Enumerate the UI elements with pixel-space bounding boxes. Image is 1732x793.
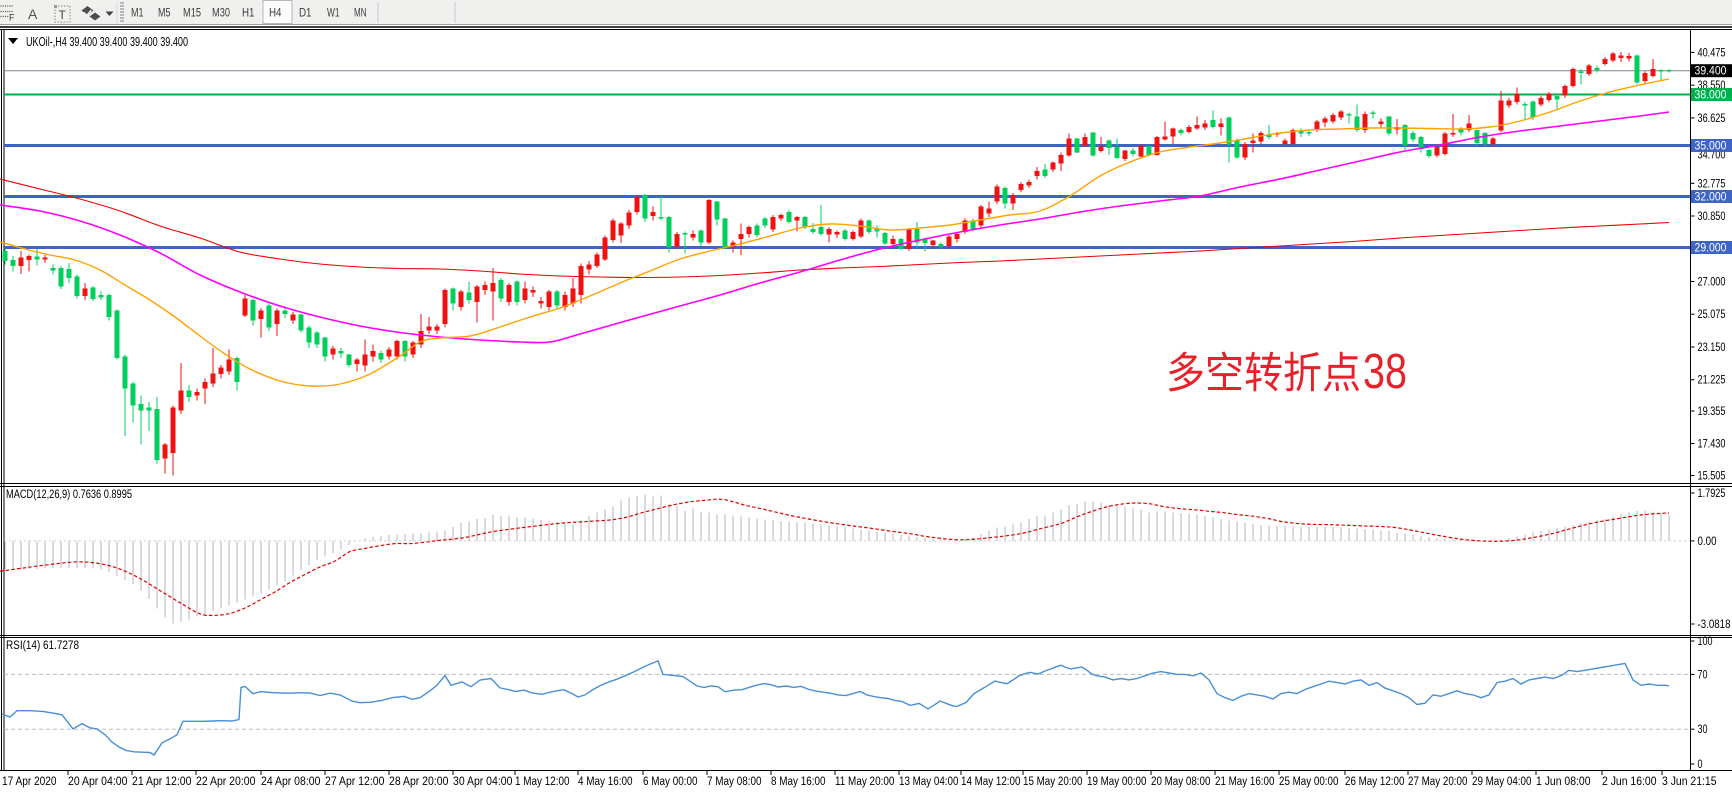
svg-text:27 May 20:00: 27 May 20:00 [1408,776,1467,788]
svg-text:70: 70 [1698,669,1708,681]
svg-text:21.225: 21.225 [1698,375,1726,387]
svg-text:UKOil-,H4 39.400 39.400 39.40: UKOil-,H4 39.400 39.400 39.400 39.400 [26,35,188,49]
svg-text:40.475: 40.475 [1698,47,1726,59]
svg-text:14 May 12:00: 14 May 12:00 [961,776,1020,788]
svg-text:T: T [59,8,67,22]
svg-text:39.400: 39.400 [1695,66,1727,78]
svg-text:30.850: 30.850 [1698,211,1726,223]
svg-text:H1: H1 [242,8,255,20]
svg-text:17.430: 17.430 [1698,439,1726,451]
svg-text:F: F [9,13,15,23]
svg-text:W1: W1 [327,8,340,20]
svg-text:MN: MN [354,8,367,20]
svg-text:H4: H4 [269,8,282,20]
svg-text:21 Apr 12:00: 21 Apr 12:00 [132,776,191,788]
svg-text:38.000: 38.000 [1695,90,1727,102]
svg-text:-3.0818: -3.0818 [1698,619,1731,631]
svg-text:13 May 04:00: 13 May 04:00 [899,776,958,788]
svg-text:1 May 12:00: 1 May 12:00 [515,776,570,788]
svg-text:30: 30 [1698,724,1708,736]
svg-text:20 Apr 04:00: 20 Apr 04:00 [68,776,127,788]
svg-text:15.505: 15.505 [1698,471,1726,483]
svg-text:28 Apr 20:00: 28 Apr 20:00 [389,776,448,788]
svg-text:17 Apr 2020: 17 Apr 2020 [2,776,57,788]
svg-text:M30: M30 [212,8,230,20]
svg-text:7 May 08:00: 7 May 08:00 [707,776,762,788]
svg-text:A: A [28,6,38,22]
svg-text:0: 0 [1698,759,1703,771]
svg-text:6 May 00:00: 6 May 00:00 [643,776,698,788]
svg-text:26 May 12:00: 26 May 12:00 [1345,776,1404,788]
svg-text:29.000: 29.000 [1695,243,1727,255]
svg-text:25.075: 25.075 [1698,309,1726,321]
svg-text:32.775: 32.775 [1698,178,1726,190]
svg-text:36.625: 36.625 [1698,113,1726,125]
svg-text:8 May 16:00: 8 May 16:00 [771,776,826,788]
svg-text:32.000: 32.000 [1695,192,1727,204]
svg-text:35.000: 35.000 [1695,141,1727,153]
svg-text:M1: M1 [131,8,144,20]
svg-text:11 May 20:00: 11 May 20:00 [835,776,894,788]
svg-text:15 May 20:00: 15 May 20:00 [1023,776,1082,788]
svg-text:D1: D1 [299,8,312,20]
svg-text:19 May 00:00: 19 May 00:00 [1087,776,1146,788]
svg-text:30 Apr 04:00: 30 Apr 04:00 [453,776,512,788]
svg-text:RSI(14) 61.7278: RSI(14) 61.7278 [6,640,79,652]
svg-text:3 Jun 21:15: 3 Jun 21:15 [1662,776,1717,788]
svg-text:4 May 16:00: 4 May 16:00 [578,776,633,788]
svg-text:M15: M15 [183,8,201,20]
svg-text:22 Apr 20:00: 22 Apr 20:00 [196,776,255,788]
svg-text:19.355: 19.355 [1698,406,1726,418]
svg-text:2 Jun 16:00: 2 Jun 16:00 [1602,776,1657,788]
svg-text:38: 38 [1363,345,1407,399]
svg-text:1 Jun 08:00: 1 Jun 08:00 [1536,776,1591,788]
svg-text:27 Apr 12:00: 27 Apr 12:00 [325,776,384,788]
svg-text:25 May 00:00: 25 May 00:00 [1279,776,1338,788]
svg-text:20 May 08:00: 20 May 08:00 [1151,776,1210,788]
svg-text:1.7925: 1.7925 [1698,488,1726,500]
svg-text:M5: M5 [158,8,171,20]
svg-text:MACD(12,26,9) 0.7636 0.8995: MACD(12,26,9) 0.7636 0.8995 [6,489,132,501]
svg-text:27.000: 27.000 [1698,277,1726,289]
svg-text:24 Apr 08:00: 24 Apr 08:00 [261,776,320,788]
svg-text:100: 100 [1698,636,1713,648]
svg-text:34.700: 34.700 [1698,150,1726,162]
svg-text:23.150: 23.150 [1698,342,1726,354]
svg-text:0.00: 0.00 [1698,536,1717,548]
svg-text:21 May 16:00: 21 May 16:00 [1215,776,1274,788]
svg-text:29 May 04:00: 29 May 04:00 [1472,776,1531,788]
